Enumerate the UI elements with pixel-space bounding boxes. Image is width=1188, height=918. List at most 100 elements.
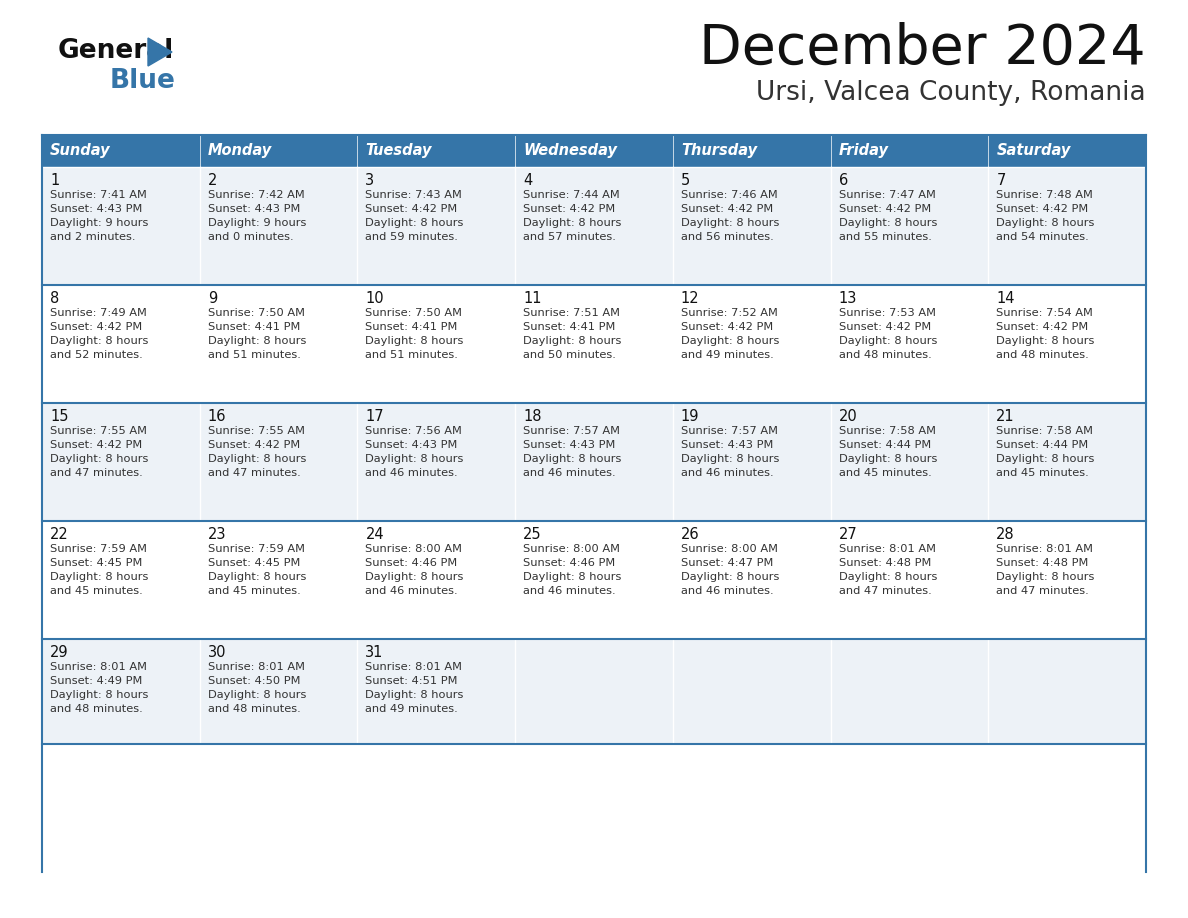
Text: Daylight: 8 hours: Daylight: 8 hours <box>997 454 1094 464</box>
Text: Sunset: 4:47 PM: Sunset: 4:47 PM <box>681 558 773 568</box>
Text: 9: 9 <box>208 291 217 306</box>
Text: Sunset: 4:46 PM: Sunset: 4:46 PM <box>523 558 615 568</box>
Text: and 46 minutes.: and 46 minutes. <box>523 468 615 478</box>
Text: 15: 15 <box>50 409 69 424</box>
Text: Sunrise: 7:47 AM: Sunrise: 7:47 AM <box>839 190 935 200</box>
Text: 27: 27 <box>839 527 858 542</box>
Text: Sunset: 4:42 PM: Sunset: 4:42 PM <box>523 204 615 214</box>
Text: and 47 minutes.: and 47 minutes. <box>208 468 301 478</box>
Bar <box>42 521 1146 639</box>
Text: and 0 minutes.: and 0 minutes. <box>208 232 293 242</box>
Text: Wednesday: Wednesday <box>523 143 617 159</box>
Text: 30: 30 <box>208 645 226 660</box>
Text: and 49 minutes.: and 49 minutes. <box>681 350 773 360</box>
Text: Sunset: 4:43 PM: Sunset: 4:43 PM <box>523 440 615 450</box>
Text: December 2024: December 2024 <box>700 22 1146 76</box>
Text: Sunrise: 7:56 AM: Sunrise: 7:56 AM <box>366 426 462 436</box>
Text: 29: 29 <box>50 645 69 660</box>
Text: and 51 minutes.: and 51 minutes. <box>366 350 459 360</box>
Text: Daylight: 8 hours: Daylight: 8 hours <box>681 336 779 346</box>
Text: Sunrise: 7:50 AM: Sunrise: 7:50 AM <box>208 308 304 318</box>
Text: Daylight: 8 hours: Daylight: 8 hours <box>839 454 937 464</box>
Text: Daylight: 9 hours: Daylight: 9 hours <box>208 218 307 228</box>
Text: Daylight: 9 hours: Daylight: 9 hours <box>50 218 148 228</box>
Bar <box>358 135 516 167</box>
Text: Daylight: 8 hours: Daylight: 8 hours <box>208 336 307 346</box>
Bar <box>200 135 358 167</box>
Text: Sunset: 4:42 PM: Sunset: 4:42 PM <box>997 322 1088 332</box>
Text: 7: 7 <box>997 173 1006 188</box>
Text: Daylight: 8 hours: Daylight: 8 hours <box>523 454 621 464</box>
Text: Daylight: 8 hours: Daylight: 8 hours <box>208 572 307 582</box>
Text: Sunset: 4:42 PM: Sunset: 4:42 PM <box>839 204 931 214</box>
Text: and 45 minutes.: and 45 minutes. <box>208 586 301 596</box>
Text: and 48 minutes.: and 48 minutes. <box>839 350 931 360</box>
Text: Sunset: 4:41 PM: Sunset: 4:41 PM <box>366 322 457 332</box>
Text: 22: 22 <box>50 527 69 542</box>
Text: 28: 28 <box>997 527 1015 542</box>
Text: Sunrise: 7:49 AM: Sunrise: 7:49 AM <box>50 308 147 318</box>
Text: Daylight: 8 hours: Daylight: 8 hours <box>50 454 148 464</box>
Text: 24: 24 <box>366 527 384 542</box>
Text: Daylight: 8 hours: Daylight: 8 hours <box>50 690 148 700</box>
Text: and 47 minutes.: and 47 minutes. <box>997 586 1089 596</box>
Text: Sunset: 4:42 PM: Sunset: 4:42 PM <box>50 322 143 332</box>
Text: Sunset: 4:42 PM: Sunset: 4:42 PM <box>208 440 299 450</box>
Text: Sunset: 4:42 PM: Sunset: 4:42 PM <box>839 322 931 332</box>
Text: and 45 minutes.: and 45 minutes. <box>997 468 1089 478</box>
Text: 3: 3 <box>366 173 374 188</box>
Text: and 57 minutes.: and 57 minutes. <box>523 232 617 242</box>
Bar <box>516 135 672 167</box>
Text: Sunset: 4:41 PM: Sunset: 4:41 PM <box>523 322 615 332</box>
Text: Sunset: 4:49 PM: Sunset: 4:49 PM <box>50 676 143 686</box>
Text: Daylight: 8 hours: Daylight: 8 hours <box>366 218 463 228</box>
Text: Saturday: Saturday <box>997 143 1070 159</box>
Text: and 55 minutes.: and 55 minutes. <box>839 232 931 242</box>
Text: and 48 minutes.: and 48 minutes. <box>997 350 1089 360</box>
Bar <box>988 135 1146 167</box>
Text: and 48 minutes.: and 48 minutes. <box>50 704 143 714</box>
Text: Daylight: 8 hours: Daylight: 8 hours <box>366 336 463 346</box>
Text: 16: 16 <box>208 409 226 424</box>
Bar <box>42 135 200 167</box>
Text: Sunrise: 7:48 AM: Sunrise: 7:48 AM <box>997 190 1093 200</box>
Text: 19: 19 <box>681 409 700 424</box>
Text: and 45 minutes.: and 45 minutes. <box>50 586 143 596</box>
Text: Sunrise: 7:55 AM: Sunrise: 7:55 AM <box>50 426 147 436</box>
Text: and 46 minutes.: and 46 minutes. <box>681 586 773 596</box>
Text: Daylight: 8 hours: Daylight: 8 hours <box>681 572 779 582</box>
Text: Sunrise: 7:53 AM: Sunrise: 7:53 AM <box>839 308 936 318</box>
Text: and 46 minutes.: and 46 minutes. <box>366 586 459 596</box>
Text: and 49 minutes.: and 49 minutes. <box>366 704 459 714</box>
Text: Sunrise: 8:01 AM: Sunrise: 8:01 AM <box>839 544 936 554</box>
Text: 13: 13 <box>839 291 857 306</box>
Text: Sunset: 4:42 PM: Sunset: 4:42 PM <box>50 440 143 450</box>
Text: and 48 minutes.: and 48 minutes. <box>208 704 301 714</box>
Text: and 2 minutes.: and 2 minutes. <box>50 232 135 242</box>
Text: Sunset: 4:44 PM: Sunset: 4:44 PM <box>839 440 931 450</box>
Text: Sunset: 4:43 PM: Sunset: 4:43 PM <box>681 440 773 450</box>
Text: and 50 minutes.: and 50 minutes. <box>523 350 617 360</box>
Text: Sunset: 4:45 PM: Sunset: 4:45 PM <box>50 558 143 568</box>
Text: 5: 5 <box>681 173 690 188</box>
Bar <box>42 403 1146 521</box>
Text: 26: 26 <box>681 527 700 542</box>
Text: and 56 minutes.: and 56 minutes. <box>681 232 773 242</box>
Text: General: General <box>58 38 175 64</box>
Text: Sunrise: 7:41 AM: Sunrise: 7:41 AM <box>50 190 147 200</box>
Text: 6: 6 <box>839 173 848 188</box>
Text: and 51 minutes.: and 51 minutes. <box>208 350 301 360</box>
Text: Daylight: 8 hours: Daylight: 8 hours <box>50 572 148 582</box>
Text: Sunrise: 7:44 AM: Sunrise: 7:44 AM <box>523 190 620 200</box>
Text: Daylight: 8 hours: Daylight: 8 hours <box>523 218 621 228</box>
Text: and 54 minutes.: and 54 minutes. <box>997 232 1089 242</box>
Bar <box>42 285 1146 403</box>
Text: and 46 minutes.: and 46 minutes. <box>681 468 773 478</box>
Text: Thursday: Thursday <box>681 143 757 159</box>
Text: Sunday: Sunday <box>50 143 110 159</box>
Text: and 46 minutes.: and 46 minutes. <box>366 468 459 478</box>
Text: Daylight: 8 hours: Daylight: 8 hours <box>208 690 307 700</box>
Text: Sunrise: 7:57 AM: Sunrise: 7:57 AM <box>681 426 778 436</box>
Text: Daylight: 8 hours: Daylight: 8 hours <box>997 336 1094 346</box>
Text: 20: 20 <box>839 409 858 424</box>
